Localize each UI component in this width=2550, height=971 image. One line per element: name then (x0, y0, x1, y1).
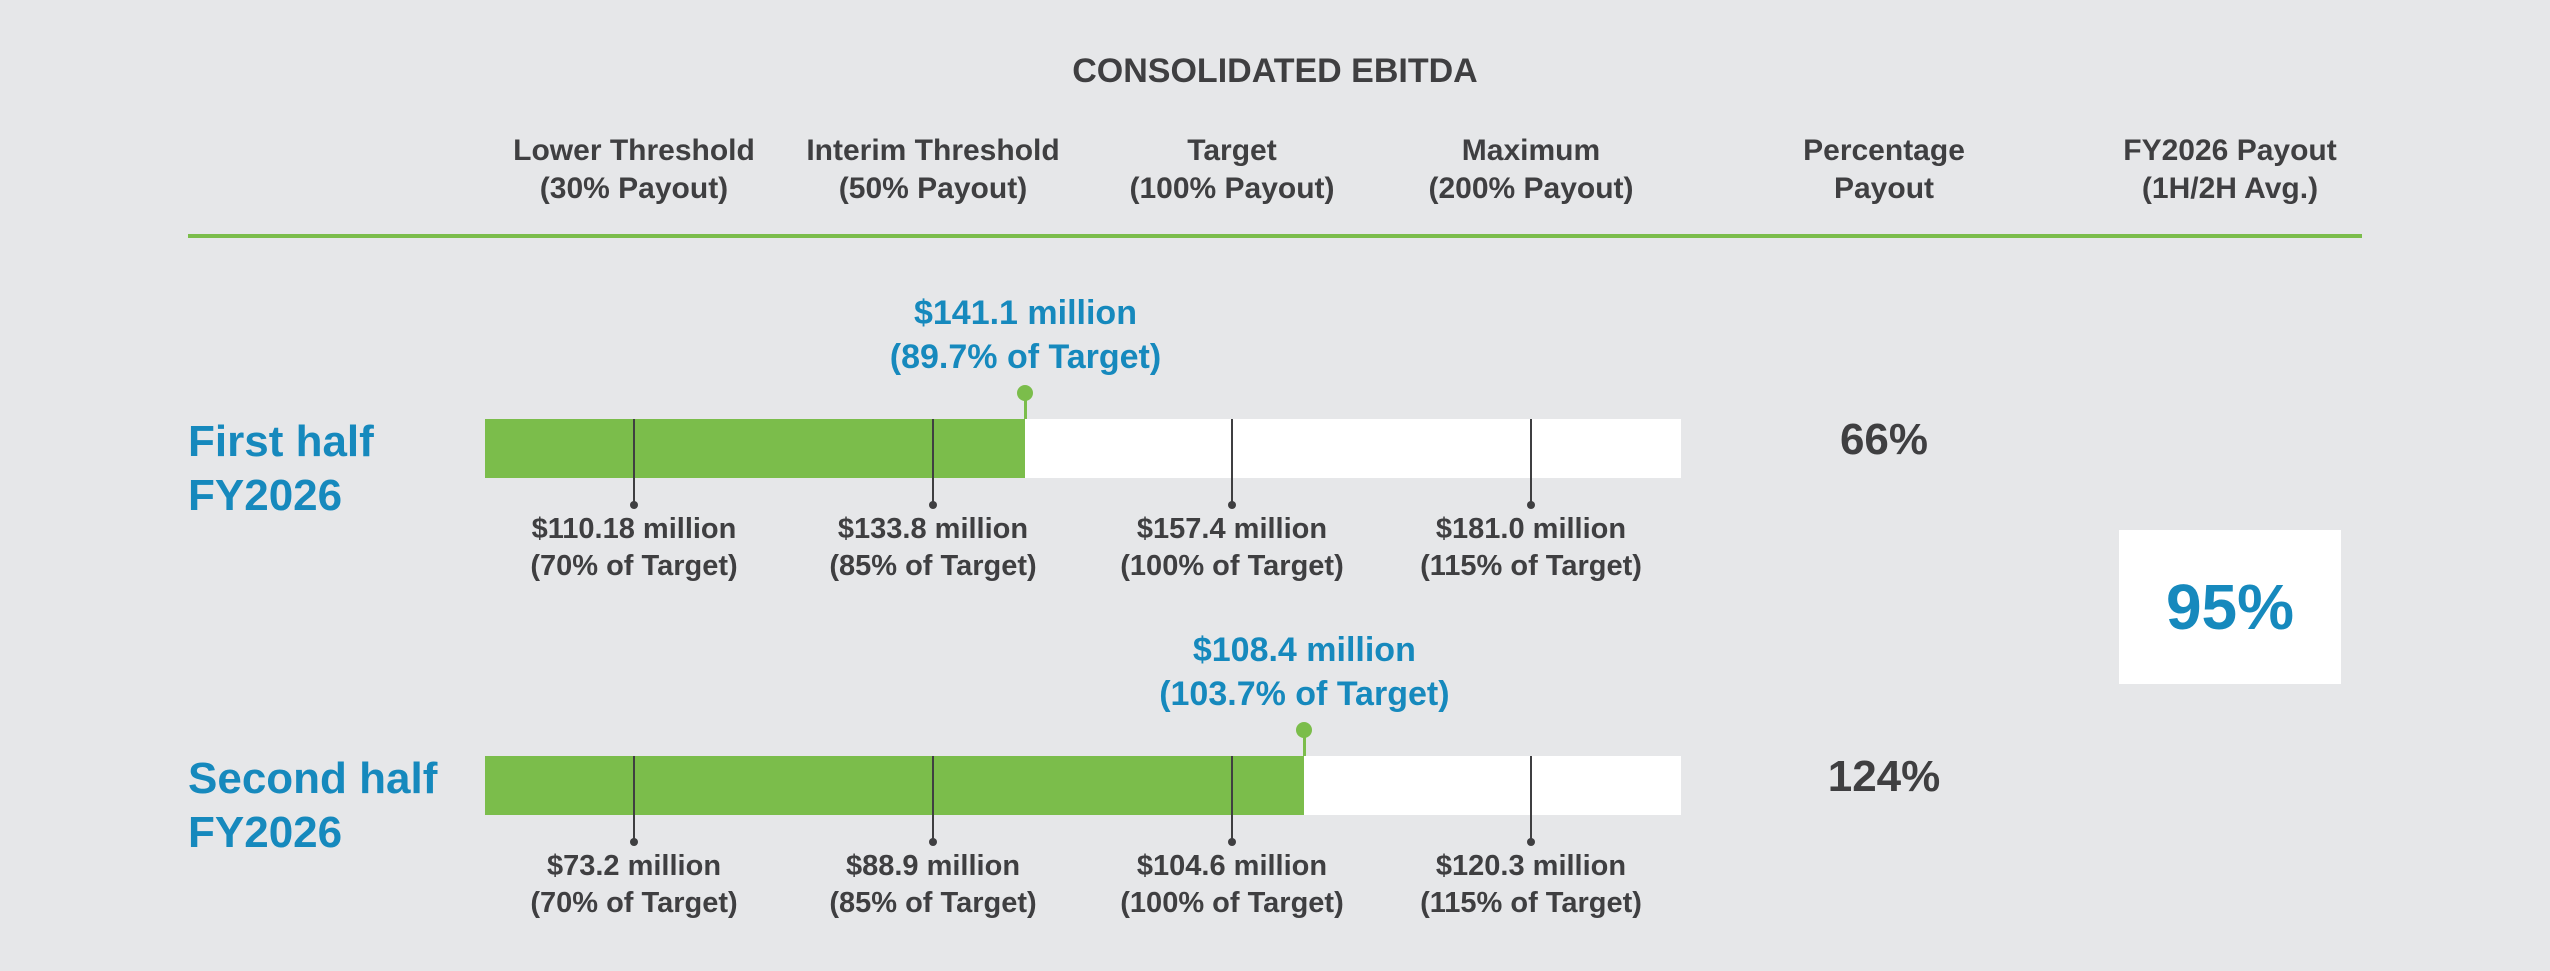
row-label-line2: FY2026 (188, 471, 343, 520)
threshold-tick (1530, 756, 1532, 842)
actual-value-label: $141.1 million (89.7% of Target) (890, 291, 1161, 379)
actual-marker-line (1302, 730, 1306, 756)
column-header-line2: (200% Payout) (1428, 172, 1634, 205)
threshold-label: $88.9 million (85% of Target) (829, 848, 1036, 922)
threshold-value: $73.2 million (546, 850, 722, 882)
bar-fill (485, 419, 1026, 478)
column-header: FY2026 Payout (1H/2H Avg.) (2123, 132, 2336, 208)
threshold-label: $73.2 million (70% of Target) (530, 848, 737, 922)
threshold-percent: (100% of Target) (1120, 550, 1344, 582)
threshold-tick-dot (929, 838, 937, 846)
threshold-value: $157.4 million (1136, 513, 1328, 545)
threshold-label: $120.3 million (115% of Target) (1420, 848, 1642, 922)
actual-marker-dot (1296, 722, 1313, 738)
row-label: Second half FY2026 (188, 752, 437, 860)
row-label-line1: Second half (188, 754, 438, 803)
bar-fill (485, 756, 1305, 815)
column-header: Target (100% Payout) (1129, 132, 1334, 208)
threshold-tick-dot (630, 838, 638, 846)
threshold-label: $104.6 million (100% of Target) (1120, 848, 1343, 922)
threshold-percent: (85% of Target) (829, 550, 1037, 582)
actual-value: $141.1 million (913, 294, 1137, 332)
threshold-value: $181.0 million (1435, 513, 1627, 545)
threshold-percent: (85% of Target) (829, 887, 1037, 919)
row-label: First half FY2026 (188, 415, 374, 523)
threshold-value: $88.9 million (845, 850, 1021, 882)
percentage-payout: 124% (1827, 752, 1941, 801)
threshold-tick-dot (1228, 501, 1236, 509)
threshold-tick-dot (1527, 501, 1535, 509)
threshold-value: $133.8 million (837, 513, 1029, 545)
threshold-tick (1231, 756, 1233, 842)
threshold-tick-dot (1228, 838, 1236, 846)
column-header-line2: (100% Payout) (1129, 172, 1335, 205)
column-header-line1: Maximum (1461, 134, 1601, 167)
threshold-tick (633, 419, 635, 505)
threshold-value: $110.18 million (531, 513, 737, 545)
actual-value-label: $108.4 million (103.7% of Target) (1159, 628, 1449, 716)
threshold-percent: (100% of Target) (1120, 887, 1344, 919)
threshold-label: $110.18 million (70% of Target) (530, 511, 737, 585)
column-header: Percentage Payout (1803, 132, 1965, 208)
threshold-tick-dot (630, 501, 638, 509)
threshold-value: $104.6 million (1136, 850, 1328, 882)
threshold-label: $157.4 million (100% of Target) (1120, 511, 1343, 585)
column-header-line1: Percentage (1803, 134, 1965, 167)
threshold-percent: (70% of Target) (530, 887, 738, 919)
threshold-tick (633, 756, 635, 842)
fy2026-payout-box: 95% (2119, 530, 2341, 684)
threshold-tick (932, 756, 934, 842)
percentage-payout: 66% (1839, 415, 1929, 464)
bar-track (485, 756, 1681, 815)
fy2026-payout-value: 95% (2165, 571, 2295, 643)
threshold-label: $181.0 million (115% of Target) (1420, 511, 1642, 585)
actual-value: $108.4 million (1192, 631, 1416, 669)
column-header-line2: (1H/2H Avg.) (2141, 172, 2319, 205)
column-header-line1: Target (1187, 134, 1277, 167)
threshold-percent: (115% of Target) (1420, 887, 1642, 919)
column-header: Maximum (200% Payout) (1428, 132, 1633, 208)
actual-marker-line (1023, 393, 1027, 419)
threshold-percent: (70% of Target) (530, 550, 738, 582)
chart-title: CONSOLIDATED EBITDA (1072, 52, 1478, 90)
header-divider (188, 234, 2362, 238)
column-header: Lower Threshold (30% Payout) (513, 132, 755, 208)
threshold-percent: (115% of Target) (1420, 550, 1642, 582)
column-header-line2: (50% Payout) (838, 172, 1028, 205)
row-label-line2: FY2026 (188, 808, 343, 857)
threshold-tick (932, 419, 934, 505)
column-header: Interim Threshold (50% Payout) (806, 132, 1059, 208)
actual-marker-dot (1017, 385, 1034, 401)
column-header-line2: (30% Payout) (539, 172, 729, 205)
threshold-value: $120.3 million (1435, 850, 1627, 882)
threshold-tick (1530, 419, 1532, 505)
column-header-line1: Lower Threshold (513, 134, 755, 167)
bar-track (485, 419, 1681, 478)
actual-percent-of-target: (103.7% of Target) (1159, 675, 1450, 713)
column-header-line1: FY2026 Payout (2123, 134, 2337, 167)
threshold-tick-dot (1527, 838, 1535, 846)
threshold-tick-dot (929, 501, 937, 509)
threshold-label: $133.8 million (85% of Target) (829, 511, 1036, 585)
threshold-tick (1231, 419, 1233, 505)
row-label-line1: First half (188, 417, 374, 466)
column-header-line1: Interim Threshold (806, 134, 1060, 167)
column-header-line2: Payout (1833, 172, 1935, 205)
actual-percent-of-target: (89.7% of Target) (889, 338, 1162, 376)
